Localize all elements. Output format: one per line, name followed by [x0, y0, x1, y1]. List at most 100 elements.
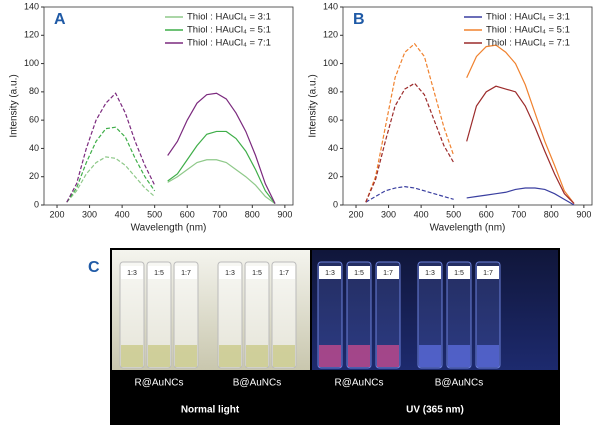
vial-tag	[121, 266, 143, 279]
y-tick-label: 80	[29, 86, 39, 96]
series-line	[365, 82, 455, 203]
vial-tag	[175, 266, 197, 279]
vial	[119, 261, 145, 369]
series-line	[466, 44, 575, 204]
vial-liquid	[377, 345, 399, 367]
vial	[475, 261, 501, 369]
series-line	[466, 187, 575, 206]
vial-label: 1:3	[127, 270, 137, 277]
y-tick-label: 140	[24, 1, 39, 11]
vial	[146, 261, 172, 369]
vial	[375, 261, 401, 369]
x-tick-label: 600	[479, 209, 494, 219]
legend-label: Thiol : HAuCl₄ = 7:1	[187, 38, 271, 49]
vial-label: 1:7	[383, 270, 393, 277]
y-tick-label: 100	[323, 58, 338, 68]
group-label: R@AuNCs	[134, 378, 183, 389]
legend-label: Thiol : HAuCl₄ = 3:1	[486, 12, 570, 23]
y-tick-label: 40	[328, 143, 338, 153]
x-tick-label: 600	[180, 209, 195, 219]
x-tick-label: 800	[544, 209, 559, 219]
vial	[217, 261, 243, 369]
x-tick-label: 700	[212, 209, 227, 219]
vial-tag	[246, 266, 268, 279]
vial-liquid	[273, 345, 295, 367]
vial-liquid	[148, 345, 170, 367]
vial-liquid	[477, 345, 499, 367]
vial	[317, 261, 343, 369]
vial	[346, 261, 372, 369]
series-line	[66, 92, 156, 203]
vial-liquid	[246, 345, 268, 367]
y-axis-label: Intensity (a.u.)	[9, 74, 20, 137]
x-tick-label: 400	[115, 209, 130, 219]
plot-frame	[342, 6, 593, 206]
series-line	[365, 186, 454, 203]
vial-label: 1:5	[454, 270, 464, 277]
vial-liquid	[419, 345, 441, 367]
x-tick-label: 500	[147, 209, 162, 219]
series-line	[66, 156, 156, 203]
condition-label: Normal light	[181, 405, 240, 416]
vial-tag	[319, 266, 341, 279]
vial-tag	[148, 266, 170, 279]
panel-label: B	[353, 11, 365, 28]
vial-liquid	[121, 345, 143, 367]
vial-tag	[448, 266, 470, 279]
x-axis-label: Wavelength (nm)	[430, 223, 506, 234]
series-line	[466, 85, 575, 205]
x-tick-label: 200	[349, 209, 364, 219]
panel-label: A	[54, 11, 66, 28]
vial-liquid	[175, 345, 197, 367]
y-tick-label: 120	[323, 30, 338, 40]
x-tick-label: 800	[245, 209, 260, 219]
vial-liquid	[448, 345, 470, 367]
series-line	[167, 92, 276, 204]
x-tick-label: 300	[82, 209, 97, 219]
y-tick-label: 60	[29, 115, 39, 125]
vial-label: 1:7	[483, 270, 493, 277]
series-line	[167, 159, 276, 205]
vial-label: 1:5	[354, 270, 364, 277]
legend-label: Thiol : HAuCl₄ = 7:1	[486, 38, 570, 49]
y-tick-label: 80	[328, 86, 338, 96]
x-axis-label: Wavelength (nm)	[131, 223, 207, 234]
vial-tag	[219, 266, 241, 279]
vial-tag	[348, 266, 370, 279]
vial-tag	[477, 266, 499, 279]
group-label: B@AuNCs	[435, 378, 484, 389]
x-tick-label: 300	[381, 209, 396, 219]
x-tick-label: 400	[414, 209, 429, 219]
vial	[417, 261, 443, 369]
x-tick-label: 900	[576, 209, 591, 219]
vial	[271, 261, 297, 369]
y-tick-label: 60	[328, 115, 338, 125]
x-tick-label: 200	[50, 209, 65, 219]
series-line	[66, 126, 156, 203]
legend-label: Thiol : HAuCl₄ = 5:1	[187, 25, 271, 36]
vial-liquid	[348, 345, 370, 367]
vial-label: 1:3	[425, 270, 435, 277]
y-tick-label: 20	[328, 171, 338, 181]
legend-label: Thiol : HAuCl₄ = 5:1	[486, 25, 570, 36]
panel-label: C	[88, 259, 100, 276]
group-label: B@AuNCs	[233, 378, 282, 389]
vial	[173, 261, 199, 369]
y-tick-label: 140	[323, 1, 338, 11]
vial-label: 1:7	[181, 270, 191, 277]
y-tick-label: 20	[29, 171, 39, 181]
vial-liquid	[219, 345, 241, 367]
series-line	[167, 130, 276, 204]
x-tick-label: 900	[277, 209, 292, 219]
y-tick-label: 0	[34, 199, 39, 209]
condition-label: UV (365 nm)	[406, 405, 464, 416]
y-tick-label: 100	[24, 58, 39, 68]
vial	[446, 261, 472, 369]
vial-label: 1:7	[279, 270, 289, 277]
plot-frame	[43, 6, 294, 206]
series-line	[365, 42, 455, 203]
x-tick-label: 500	[446, 209, 461, 219]
group-label: R@AuNCs	[334, 378, 383, 389]
vial-tag	[377, 266, 399, 279]
